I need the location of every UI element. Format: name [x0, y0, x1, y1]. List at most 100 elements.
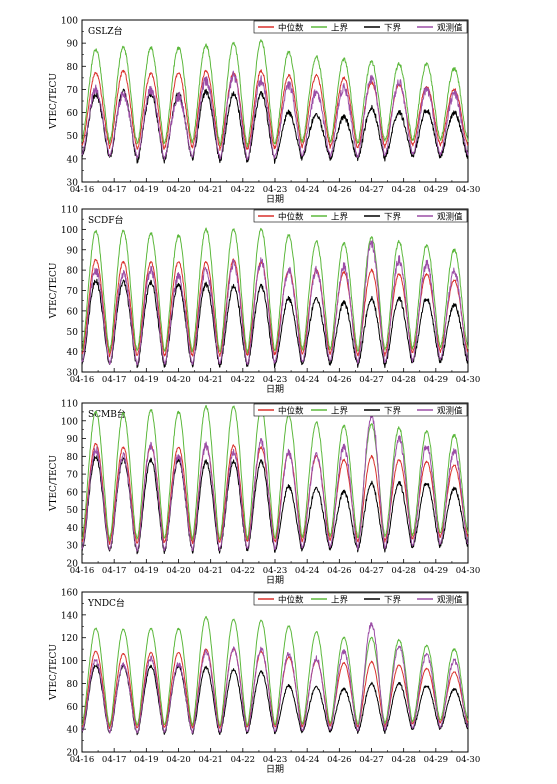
- chart-panel-4: 20 40 60 80 100 120 140 160 04-16 04-17 04-19 04-20…: [49, 589, 480, 776]
- x-tick-label: 04-23: [263, 375, 288, 385]
- x-tick-label: 04-30: [456, 375, 481, 385]
- y-tick-label: 40: [67, 348, 79, 358]
- lower-bound-line: [81, 88, 469, 164]
- y-tick-label: 90: [67, 435, 79, 445]
- x-tick-label: 04-17: [102, 566, 127, 576]
- x-tick-label: 04-27: [359, 755, 384, 765]
- x-tick-label: 04-29: [424, 566, 449, 576]
- station-label: SCMB台: [88, 408, 126, 420]
- y-tick-label: 110: [61, 400, 78, 410]
- legend: 中位数 上界 下界 观测值: [253, 592, 468, 606]
- y-tick-label: 70: [67, 86, 79, 96]
- y-tick-label: 100: [61, 657, 78, 667]
- y-axis-label: VTEC/TECU: [49, 644, 59, 701]
- legend-entry: 观测值: [437, 212, 463, 223]
- x-tick-label: 04-23: [263, 755, 288, 765]
- legend-entry: 中位数: [278, 406, 304, 417]
- legend-entry: 上界: [331, 407, 349, 417]
- x-axis-label: 日期: [266, 764, 284, 775]
- y-tick-label: 60: [67, 703, 79, 713]
- upper-bound-line: [81, 39, 469, 148]
- y-tick-label: 50: [67, 506, 79, 516]
- legend-entry: 上界: [331, 24, 349, 34]
- legend-entry: 中位数: [278, 212, 304, 223]
- y-tick-label: 30: [67, 179, 79, 189]
- median-line: [81, 648, 469, 730]
- x-tick-label: 04-24: [295, 375, 320, 385]
- upper-bound-line: [81, 404, 469, 542]
- x-tick-label: 04-26: [327, 566, 352, 576]
- y-tick-label: 80: [67, 680, 79, 690]
- upper-bound-line: [81, 227, 469, 354]
- x-tick-label: 04-30: [456, 185, 481, 195]
- x-tick-label: 04-16: [70, 755, 95, 765]
- observed-line: [81, 622, 469, 734]
- y-tick-label: 100: [61, 417, 78, 427]
- x-tick-label: 04-27: [359, 185, 384, 195]
- x-axis-label: 日期: [266, 194, 284, 205]
- x-tick-label: 04-22: [231, 566, 256, 576]
- x-tick-label: 04-22: [231, 375, 256, 385]
- legend-box: [253, 209, 468, 223]
- x-axis-label: 日期: [266, 575, 284, 586]
- x-tick-label: 04-26: [327, 375, 352, 385]
- legend: 中位数 上界 下界 观测值: [253, 403, 468, 417]
- x-tick-label: 04-19: [134, 755, 159, 765]
- x-tick-label: 04-24: [295, 185, 320, 195]
- x-tick-label: 04-30: [456, 755, 481, 765]
- y-tick-label: 30: [67, 369, 79, 379]
- legend-box: [253, 592, 468, 606]
- y-tick-label: 20: [67, 560, 79, 570]
- x-tick-label: 04-29: [424, 375, 449, 385]
- x-tick-label: 04-27: [359, 566, 384, 576]
- legend-entry: 观测值: [437, 595, 463, 606]
- y-tick-label: 20: [67, 749, 79, 759]
- legend-entry: 下界: [384, 24, 402, 34]
- y-tick-label: 80: [67, 63, 79, 73]
- x-tick-label: 04-19: [134, 185, 159, 195]
- legend-box: [253, 403, 468, 417]
- y-tick-label: 160: [61, 589, 78, 599]
- y-tick-label: 110: [61, 206, 78, 216]
- legend-entry: 观测值: [437, 23, 463, 34]
- x-tick-label: 04-28: [391, 185, 416, 195]
- y-axis-label: VTEC/TECU: [49, 73, 59, 130]
- legend-entry: 下界: [384, 407, 402, 417]
- chart-panel-3: 20 30 40 50 60 70 80 90 100 110 04-16 04-17 04-19 04-…: [49, 400, 480, 587]
- x-tick-label: 04-28: [391, 566, 416, 576]
- x-tick-label: 04-23: [263, 566, 288, 576]
- x-tick-label: 04-23: [263, 185, 288, 195]
- x-tick-label: 04-16: [70, 185, 95, 195]
- legend-entry: 下界: [384, 213, 402, 223]
- x-tick-label: 04-21: [198, 566, 223, 576]
- y-tick-label: 90: [67, 40, 79, 50]
- y-tick-label: 40: [67, 726, 79, 736]
- x-axis-label: 日期: [266, 384, 284, 395]
- y-tick-label: 50: [67, 132, 79, 142]
- x-tick-label: 04-24: [295, 755, 320, 765]
- x-tick-label: 04-20: [166, 185, 191, 195]
- station-label: GSLZ台: [88, 25, 123, 37]
- x-tick-label: 04-17: [102, 375, 127, 385]
- x-tick-label: 04-28: [391, 755, 416, 765]
- chart-panel-1: 30 40 50 60 70 80 90 100 04-16 04-17 04-19 04-20 04-…: [49, 17, 480, 206]
- chart-panel-2: 30 40 50 60 70 80 90 100 110 04-16 04-17 04-19 04-20…: [49, 206, 480, 396]
- y-tick-label: 80: [67, 267, 79, 277]
- y-tick-label: 40: [67, 524, 79, 534]
- x-tick-label: 04-19: [134, 566, 159, 576]
- x-tick-label: 04-22: [231, 185, 256, 195]
- y-tick-label: 90: [67, 246, 79, 256]
- y-tick-label: 60: [67, 109, 79, 119]
- x-tick-label: 04-17: [102, 185, 127, 195]
- x-tick-label: 04-27: [359, 375, 384, 385]
- y-tick-label: 30: [67, 542, 79, 552]
- x-tick-label: 04-26: [327, 755, 352, 765]
- lower-bound-line: [81, 278, 469, 369]
- y-tick-label: 100: [61, 226, 78, 236]
- y-tick-label: 80: [67, 453, 79, 463]
- plot-frame: [81, 591, 469, 753]
- legend-entry: 观测值: [437, 406, 463, 417]
- y-tick-label: 40: [67, 155, 79, 165]
- y-tick-label: 50: [67, 328, 79, 338]
